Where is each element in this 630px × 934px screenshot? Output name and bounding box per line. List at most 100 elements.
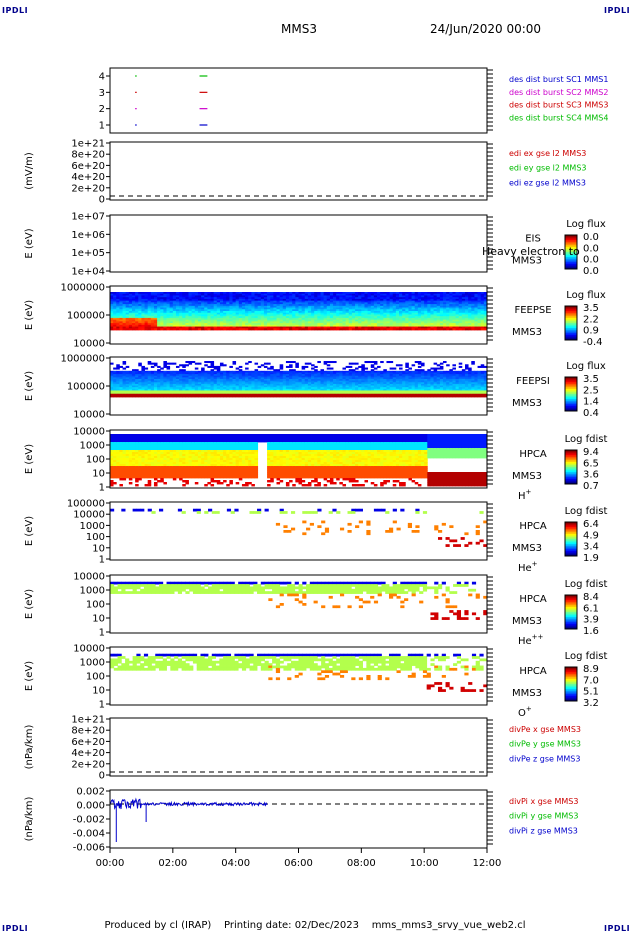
spectrogram-cell [399,293,403,296]
spectrogram-cell [311,385,315,388]
spectrogram-cell [273,369,277,372]
spectrogram-cell [128,370,133,373]
spectrogram-cell [323,388,328,391]
spectrogram-cell [361,302,365,305]
spectrogram-cell [380,321,384,324]
spectrogram-cell [417,321,422,324]
spectrogram-cell [405,362,409,365]
spectrogram-cell [153,374,158,377]
spectrogram-cell [213,292,218,295]
panel-frame-burst [109,67,488,134]
spectrogram-cell [314,311,318,314]
spectrogram-cell [471,328,475,331]
spectrogram-cell [282,395,287,398]
spectrogram-cell [471,316,475,319]
spectrogram-cell [289,361,293,364]
spectrogram-cell [317,395,321,398]
spectrogram-cell [141,312,145,315]
spectrogram-cell [317,298,321,302]
spectrogram-cell [122,367,127,370]
spectrogram-cell [336,300,340,303]
spectrogram-cell [307,309,312,312]
spectrogram-cell [311,295,315,298]
spectrogram-cell [411,390,416,393]
spectrogram-cell [257,395,262,398]
spectrogram-cell [270,390,274,393]
spectrogram-cell [342,395,347,398]
spectrogram-cell [128,395,133,398]
spectrogram-cell [248,312,252,315]
spectrogram-cell [245,323,249,326]
spectrogram-cell [408,372,412,375]
spectrogram-cell [131,311,136,314]
spectrogram-cell [355,374,359,377]
spectrogram-cell [395,392,400,395]
spectrogram-cell [399,323,403,326]
spectrogram-cell [172,382,177,385]
spectrogram-cell [175,309,180,312]
spectrogram-cell [307,304,312,307]
spectrogram-cell [452,323,456,326]
spectrogram-cell [210,388,215,391]
spectrogram-cell [480,393,485,396]
spectrogram-cell [348,304,353,307]
spectrogram-cell [191,383,196,386]
spectrogram-cell [380,379,384,382]
spectrogram-cell [172,312,177,315]
spectrogram-cell [480,295,485,298]
spectrogram-cell [449,298,453,302]
spectrogram-cell [210,372,215,375]
spectrogram-cell [427,380,431,383]
spectrogram-cell [110,383,114,386]
spectrogram-cell [307,377,312,380]
y-tick-label: 1e+07 [71,212,105,223]
spectrogram-cell [216,319,221,322]
spectrogram-cell [207,311,211,314]
spectrogram-cell [128,293,133,296]
spectrogram-cell [468,316,472,319]
spectrogram-cell [169,317,174,321]
spectrogram-cell [377,365,381,368]
spectrogram-cell [150,392,155,395]
spectrogram-cell [471,295,475,298]
spectrogram-cell [395,311,400,314]
spectrogram-cell [373,292,378,295]
spectrogram-cell [326,387,331,390]
spectrogram-cell [273,311,277,314]
spectrogram-cell [361,293,365,296]
spectrogram-cell [405,395,409,398]
spectrogram-cell [474,380,478,383]
spectrogram-cell [433,307,438,310]
spectrogram-cell [257,375,262,378]
spectrogram-cell [279,385,284,388]
spectrogram-cell [345,297,350,300]
spectrogram-cell [163,292,167,295]
spectrogram-cell [144,292,149,295]
spectrogram-cell [194,395,199,398]
spectrogram-cell [147,392,152,395]
spectrogram-cell [295,379,299,382]
spectrogram-cell [141,377,145,380]
spectrogram-cell [430,309,434,312]
spectrogram-cell [386,295,391,298]
spectrogram-cell [339,314,343,317]
spectrogram-cell [414,297,419,300]
spectrogram-cell [373,395,378,398]
spectrogram-cell [433,304,438,307]
spectrogram-cell [147,311,152,314]
spectrogram-cell [342,328,347,331]
spectrogram-cell [449,316,453,319]
spectrogram-cell [113,323,117,326]
spectrogram-cell [307,316,312,319]
spectrogram-cell [298,321,303,324]
spectrogram-cell [455,298,460,302]
spectrogram-cell [182,319,186,322]
spectrogram-cell [232,316,237,319]
spectrogram-cell [213,312,218,315]
spectrogram-cell [251,379,255,382]
y-tick-label: 3 [99,88,105,99]
spectrogram-cell [392,302,397,305]
spectrogram-cell [342,298,347,302]
spectrogram-cell [443,311,447,314]
spectrogram-cell [317,314,321,317]
